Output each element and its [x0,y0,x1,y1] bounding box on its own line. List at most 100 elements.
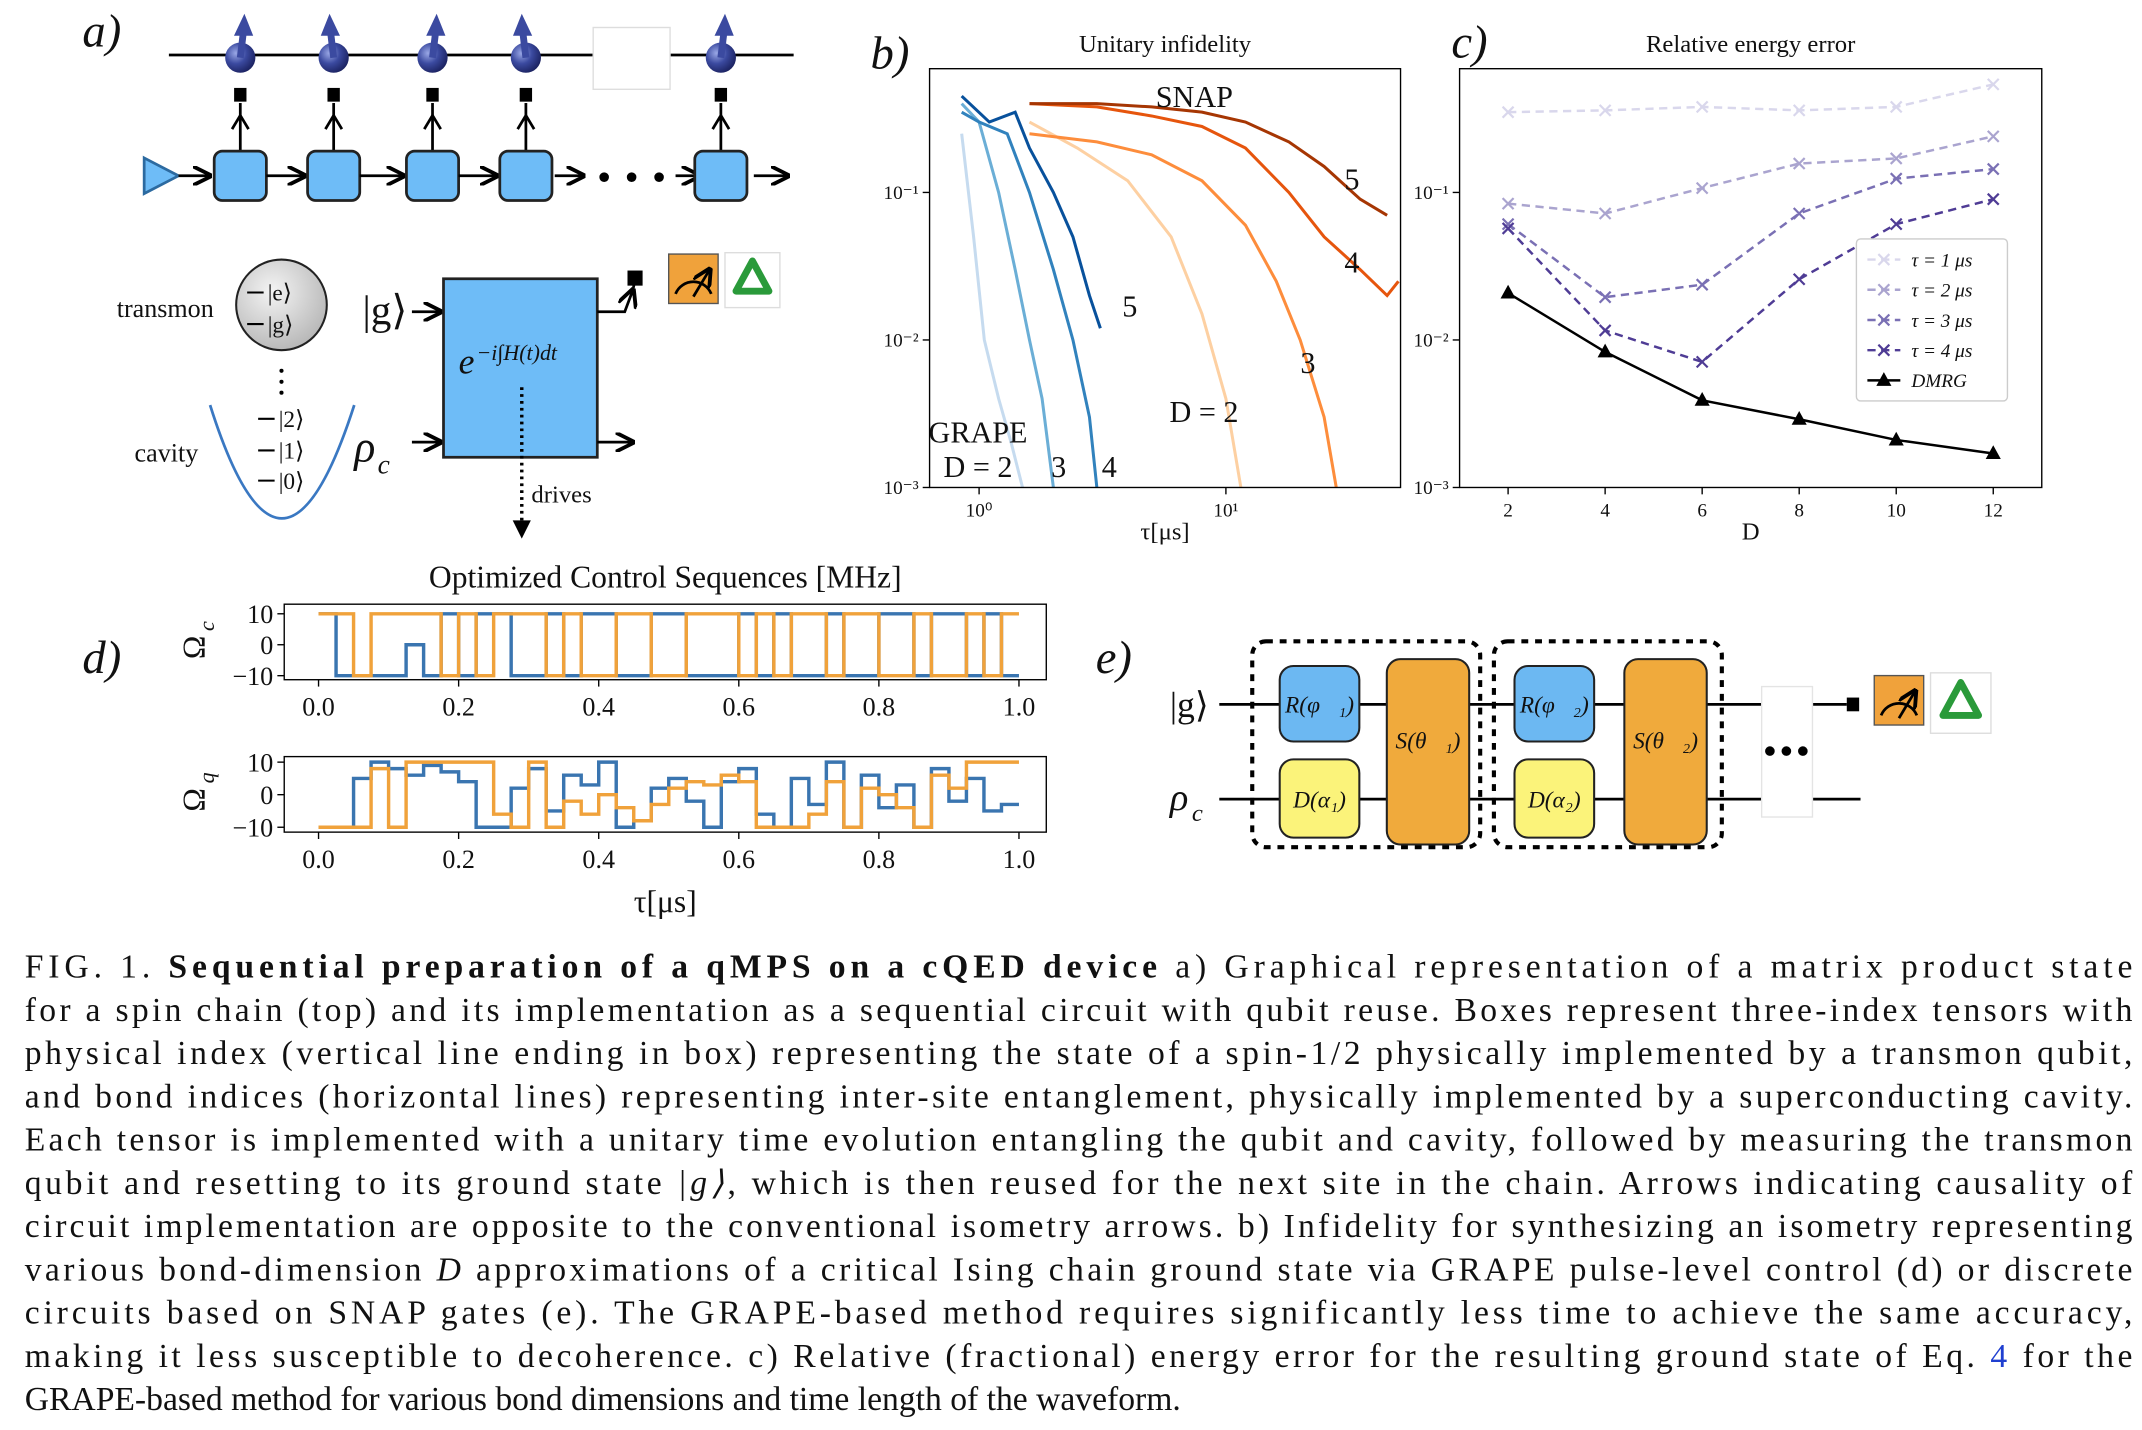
chart-title: Optimized Control Sequences [MHz] [429,560,902,595]
panel-label: b) [871,28,910,80]
leg-arrow [423,112,442,130]
x-tick-label: 12 [1984,500,2003,521]
physical-index [327,87,340,102]
rho: ρ [1169,777,1188,819]
shape [597,290,633,314]
legend-label: DMRG [1910,371,1967,392]
marker [1889,217,1903,231]
series-line [1507,167,1994,299]
x-tick-label: 6 [1697,500,1707,521]
series-line [1028,120,1243,488]
x-tick-label: 0.2 [442,845,475,874]
legend-marker [1877,283,1891,297]
caption-text: physical index (vertical line ending in … [25,1035,2133,1072]
spin-arrow-head [320,13,340,36]
y-tick-label: 10⁻¹ [883,183,918,204]
series-line [1507,135,1994,215]
y-tick-label: 10⁻² [883,331,918,352]
y-tick-label: 10⁻² [1413,331,1448,352]
y-tick-label: −10 [232,662,273,691]
shape [592,26,671,90]
shape [1623,658,1708,846]
x-axis-label: τ[μs] [1140,519,1189,546]
shape [1765,746,1775,756]
x-tick-label: 0.4 [582,845,615,874]
x-axis-label: D [1742,519,1760,546]
plot-frame [1458,68,2043,489]
caption-text: for a spin chain (top) and its implement… [25,992,2133,1029]
y-tick-label: 10 [247,600,273,629]
measure-reset-icons [668,251,781,309]
y-axis-label-sub: c [194,621,219,631]
spin-arrow-head [512,13,533,36]
x-tick-label: 0.6 [722,692,755,721]
tensor [693,149,749,202]
panel-label: a) [82,6,121,58]
shape [142,155,182,196]
series-line [1508,83,1994,114]
marker [1597,343,1613,358]
y-axis-label: Ωq [177,772,220,811]
legend-label: τ = 3 μs [1911,311,1972,332]
caption-line: Each tensor is implemented with a unitar… [25,1122,2133,1159]
shape [626,172,637,182]
marker [1889,100,1903,114]
snap-circuit: |g⟩ ρ c R(φ⃗₁) D(α₁) S(θ⃗₁) R(φ⃗₂) D(α₂)… [1169,639,1992,850]
unitary-circuit: |g⟩ ρ c e −i∫H(t)dt drives [352,270,643,539]
plot-area [1507,83,1994,455]
caption-text: circuits based on SNAP gates (e). The GR… [25,1295,2133,1332]
plot-frame [928,68,1402,489]
legend-marker [1877,313,1891,327]
marker [1501,222,1515,235]
legend: τ = 1 μs τ = 2 μs τ = 3 μs τ = 4 μs DMRG [1855,238,2009,402]
legend-label: τ = 4 μs [1911,341,1972,362]
y-axis-label-main: Ω [177,636,212,659]
physical-index [519,87,533,102]
marker [1598,207,1612,220]
annotation: D = 2 [1169,395,1238,429]
x-tick-label: 0.4 [582,692,615,721]
series-line [960,133,1025,488]
caption-line: physical index (vertical line ending in … [25,1035,2133,1072]
x-tick-label: 4 [1600,500,1610,521]
legend-marker [1877,253,1891,266]
gate-label: R(φ⃗₂) [1519,693,1589,719]
marker [1501,217,1515,231]
series-line [1029,102,1400,298]
x-tick-label: 0.0 [302,845,335,874]
x-tick-label: 10⁰ [966,500,993,521]
step-line [318,760,1019,829]
y-tick-label: 0 [260,631,273,660]
caption-line: for a spin chain (top) and its implement… [25,992,2133,1029]
caption-line: various bond-dimension D approximations … [25,1251,2133,1288]
chart: Optimized Control Sequences [MHz] Ωc 0.0 0.… [177,560,1047,721]
caption-line: GRAPE-based method for various bond dime… [25,1381,1181,1418]
level-label: |e⟩ [268,281,292,307]
marker [1889,152,1903,165]
marker [1986,162,2000,176]
panel-label: e) [1096,632,1132,684]
legend-label: τ = 2 μs [1911,281,1972,302]
caption-line: circuit implementation are opposite to t… [25,1208,2133,1245]
x-tick-label: 0.8 [863,845,896,874]
series-line [1029,132,1338,488]
shape [732,257,773,295]
marker [1888,431,1904,446]
leg-arrow [711,112,731,130]
marker [1792,104,1806,117]
shape [599,172,609,182]
shape [512,520,531,539]
transmon-cavity: transmon |e⟩ |g⟩ cavity |2⟩ |1⟩ |0⟩ [117,258,356,520]
marker [1695,278,1709,291]
caption-text: GRAPE-based method for various bond dime… [25,1381,1181,1418]
shape [1385,658,1471,846]
x-tick-label: 0.8 [863,692,896,721]
shape [1939,679,1983,719]
plot-area [960,94,1400,488]
panel-label: c) [1451,17,1487,69]
marker [1695,355,1709,369]
caption-line: making it less susceptible to decoherenc… [25,1338,2133,1375]
caption-text: making it less susceptible to decoherenc… [25,1338,1987,1375]
tensor [405,149,460,202]
